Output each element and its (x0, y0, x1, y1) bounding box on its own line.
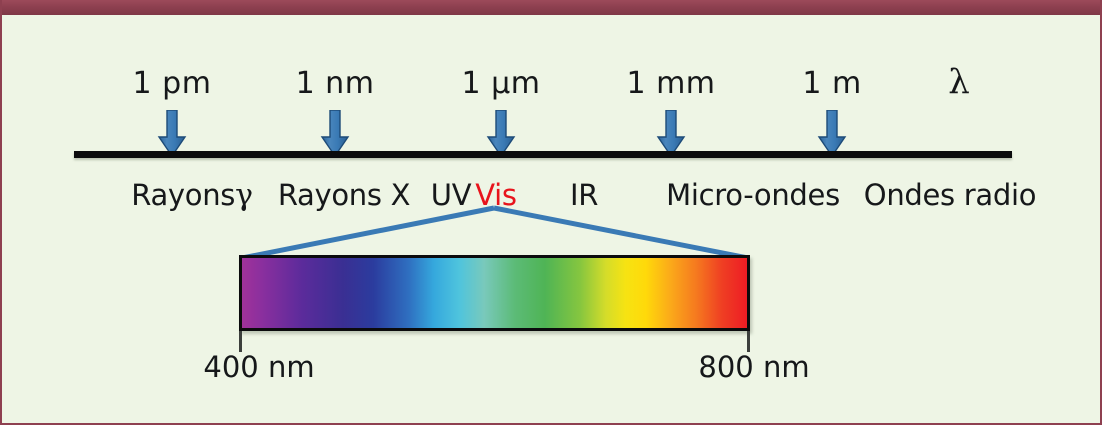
band-label-visible: Vis (475, 178, 517, 212)
arrow-down-icon-1m (817, 110, 847, 158)
connector-line-left (241, 205, 495, 261)
band-label-gamma-text: Rayons (131, 178, 236, 212)
arrow-down-icon-1um (486, 110, 516, 158)
band-label-microwaves: Micro-ondes (666, 178, 840, 212)
scale-label-1um: 1 μm (461, 66, 541, 101)
lambda-symbol-label: λ (948, 62, 970, 102)
band-label-ir: IR (569, 178, 599, 212)
spectrum-tick-left (239, 331, 242, 352)
band-label-x-rays: Rayons X (277, 178, 411, 212)
arrow-down-icon-1pm (157, 110, 187, 158)
arrow-down-icon-1mm (656, 110, 686, 158)
scale-label-1m: 1 m (802, 66, 862, 101)
scale-label-1nm: 1 nm (295, 66, 375, 101)
band-label-gamma-rays: Rayonsγ (131, 178, 253, 213)
connector-line-right (493, 205, 749, 261)
scale-label-1mm: 1 mm (626, 66, 716, 101)
arrow-down-icon-1nm (320, 110, 350, 158)
band-label-uv: UV (430, 178, 472, 212)
band-label-radio-waves: Ondes radio (863, 178, 1037, 212)
spectrum-tick-right (747, 331, 750, 352)
visible-spectrum-bar (239, 255, 750, 331)
gamma-symbol: γ (235, 178, 253, 213)
wavelength-axis-line (74, 151, 1012, 158)
wavelength-label-800nm: 800 nm (698, 350, 810, 384)
wavelength-label-400nm: 400 nm (203, 350, 315, 384)
scale-label-1pm: 1 pm (132, 66, 212, 101)
top-accent-bar (2, 0, 1100, 15)
